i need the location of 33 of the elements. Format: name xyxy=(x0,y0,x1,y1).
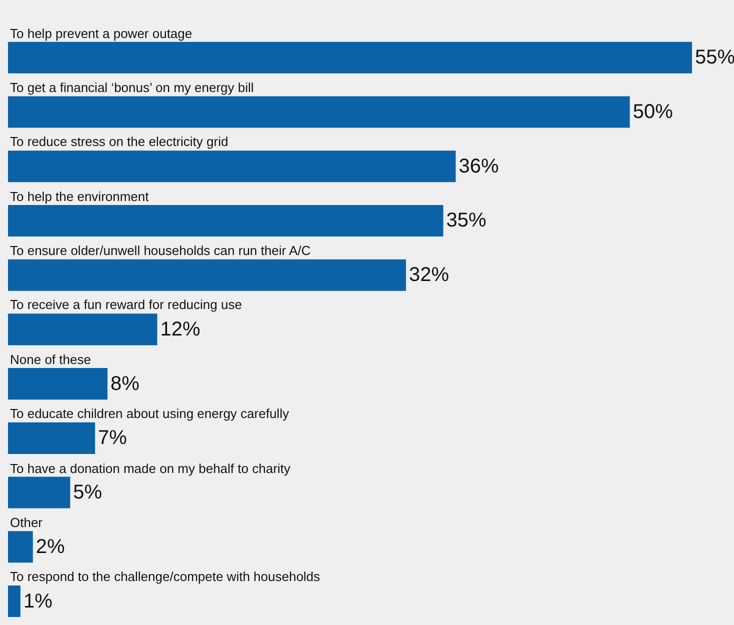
y-tick-label: To ensure older/unwell households can run their A/C xyxy=(10,243,311,258)
y-tick-label: To help the environment xyxy=(10,189,150,204)
y-tick-label: To reduce stress on the electricity grid xyxy=(10,134,228,149)
bar xyxy=(8,476,70,508)
data-label: 12% xyxy=(160,318,200,340)
data-label: 1% xyxy=(23,590,53,612)
data-label: 7% xyxy=(98,427,128,450)
data-label: 32% xyxy=(408,264,450,286)
bar xyxy=(8,422,96,454)
data-label: 35% xyxy=(446,210,487,232)
y-tick-label: To get a financial ‘bonus’ on my energy bill xyxy=(10,80,254,95)
y-tick-label: To educate children about using energy carefully xyxy=(10,406,290,421)
y-tick-label: To have a donation made on my behalf to charity xyxy=(10,461,291,476)
data-label: 8% xyxy=(110,372,140,395)
data-label: 55% xyxy=(695,46,734,69)
y-tick-label: Other xyxy=(10,515,44,530)
y-tick-label: To help prevent a power outage xyxy=(10,26,192,41)
bar xyxy=(8,585,20,618)
data-label: 2% xyxy=(36,536,65,558)
y-tick-label: To respond to the challenge/compete with households xyxy=(10,569,321,584)
bar xyxy=(8,314,158,346)
data-label: 36% xyxy=(458,155,499,178)
data-label: 5% xyxy=(73,482,102,504)
bar xyxy=(8,96,630,128)
bar xyxy=(8,368,108,400)
bar xyxy=(8,150,456,182)
bar xyxy=(8,259,406,291)
bar xyxy=(8,42,692,74)
y-tick-label: To receive a fun reward for reducing use xyxy=(10,297,242,312)
bar xyxy=(8,531,33,563)
bar xyxy=(8,204,444,236)
data-label: 50% xyxy=(632,101,674,124)
y-tick-label: None of these xyxy=(10,352,91,367)
